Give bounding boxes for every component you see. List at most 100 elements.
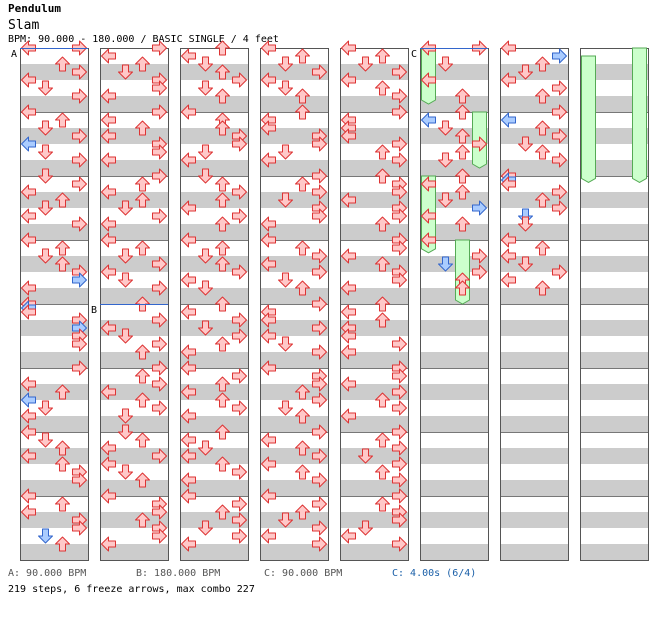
right-arrow-icon xyxy=(72,128,87,144)
beat-stripe xyxy=(100,544,168,560)
up-arrow-icon xyxy=(55,192,70,208)
left-arrow-icon xyxy=(181,104,196,120)
left-arrow-icon xyxy=(181,360,196,376)
right-arrow-icon xyxy=(312,168,327,184)
chart-column xyxy=(340,48,409,561)
bpm-legend-b: B: 180.000 BPM xyxy=(136,568,221,579)
up-arrow-icon xyxy=(295,440,310,456)
chart-name: Slam xyxy=(8,18,40,33)
up-arrow-icon xyxy=(215,176,230,192)
right-arrow-icon xyxy=(312,448,327,464)
down-arrow-icon xyxy=(518,64,533,80)
left-arrow-icon xyxy=(261,328,276,344)
beat-stripe xyxy=(100,224,168,240)
down-arrow-icon xyxy=(198,144,213,160)
left-arrow-icon xyxy=(261,528,276,544)
beat-stripe xyxy=(180,416,248,432)
left-arrow-icon xyxy=(181,448,196,464)
up-arrow-icon xyxy=(215,424,230,440)
up-arrow-icon xyxy=(535,120,550,136)
up-arrow-icon xyxy=(375,392,390,408)
left-arrow-icon xyxy=(101,88,116,104)
beat-stripe xyxy=(580,320,648,336)
up-arrow-icon xyxy=(295,88,310,104)
left-arrow-icon xyxy=(261,360,276,376)
up-arrow-icon xyxy=(455,216,470,232)
beat-stripe xyxy=(20,448,88,464)
chart-column xyxy=(180,48,249,561)
beat-stripe xyxy=(20,192,88,208)
left-arrow-icon xyxy=(501,72,516,88)
beat-stripe xyxy=(340,192,408,208)
up-arrow-icon xyxy=(295,384,310,400)
beat-stripe xyxy=(180,384,248,400)
beat-stripe xyxy=(180,192,248,208)
down-arrow-icon xyxy=(118,200,133,216)
down-arrow-icon xyxy=(118,408,133,424)
up-arrow-icon xyxy=(455,280,470,296)
left-arrow-icon xyxy=(341,376,356,392)
left-arrow-icon xyxy=(341,408,356,424)
bpm-legend-a: A: 90.000 BPM xyxy=(8,568,87,579)
right-arrow-icon xyxy=(392,136,407,152)
column-border xyxy=(260,48,329,561)
down-arrow-icon xyxy=(38,168,53,184)
right-arrow-icon xyxy=(392,336,407,352)
up-arrow-icon xyxy=(55,456,70,472)
right-arrow-icon xyxy=(232,312,247,328)
up-arrow-icon xyxy=(135,368,150,384)
beat-stripe xyxy=(260,288,328,304)
left-arrow-icon xyxy=(341,40,356,56)
left-arrow-icon xyxy=(181,472,196,488)
bpm-marker-label: A xyxy=(11,49,17,60)
down-arrow-icon xyxy=(118,424,133,440)
beat-stripe xyxy=(20,160,88,176)
up-arrow-icon xyxy=(215,256,230,272)
up-arrow-icon xyxy=(375,256,390,272)
down-arrow-icon xyxy=(358,448,373,464)
right-arrow-icon xyxy=(152,376,167,392)
up-arrow-icon xyxy=(535,56,550,72)
up-arrow-icon xyxy=(375,432,390,448)
up-arrow-icon xyxy=(455,88,470,104)
up-arrow-icon xyxy=(375,144,390,160)
right-arrow-icon xyxy=(312,472,327,488)
beat-stripe xyxy=(100,384,168,400)
column-border xyxy=(340,48,409,561)
beat-stripe xyxy=(340,352,408,368)
beat-stripe xyxy=(420,224,488,240)
right-arrow-icon xyxy=(72,64,87,80)
right-arrow-icon xyxy=(392,104,407,120)
beat-stripe xyxy=(420,384,488,400)
up-arrow-icon xyxy=(295,408,310,424)
beat-stripe xyxy=(180,544,248,560)
beat-stripe xyxy=(100,256,168,272)
left-arrow-icon xyxy=(101,456,116,472)
left-arrow-icon xyxy=(261,256,276,272)
up-arrow-icon xyxy=(375,168,390,184)
right-arrow-icon xyxy=(312,536,327,552)
left-arrow-icon xyxy=(421,232,436,248)
right-arrow-icon xyxy=(232,328,247,344)
beat-stripe xyxy=(180,160,248,176)
up-arrow-icon xyxy=(535,280,550,296)
left-arrow-icon xyxy=(21,104,36,120)
beat-stripe xyxy=(180,224,248,240)
left-arrow-icon xyxy=(21,304,36,320)
right-arrow-icon xyxy=(152,144,167,160)
down-arrow-icon xyxy=(278,80,293,96)
left-arrow-icon xyxy=(101,232,116,248)
beat-stripe xyxy=(420,512,488,528)
beat-stripe xyxy=(340,288,408,304)
beat-stripe xyxy=(580,480,648,496)
up-arrow-icon xyxy=(55,56,70,72)
beat-stripe xyxy=(580,416,648,432)
right-arrow-icon xyxy=(392,64,407,80)
beat-stripe xyxy=(100,448,168,464)
beat-stripe xyxy=(340,544,408,560)
left-arrow-icon xyxy=(21,488,36,504)
beat-stripe xyxy=(180,288,248,304)
right-arrow-icon xyxy=(152,104,167,120)
right-arrow-icon xyxy=(312,184,327,200)
down-arrow-icon xyxy=(38,432,53,448)
